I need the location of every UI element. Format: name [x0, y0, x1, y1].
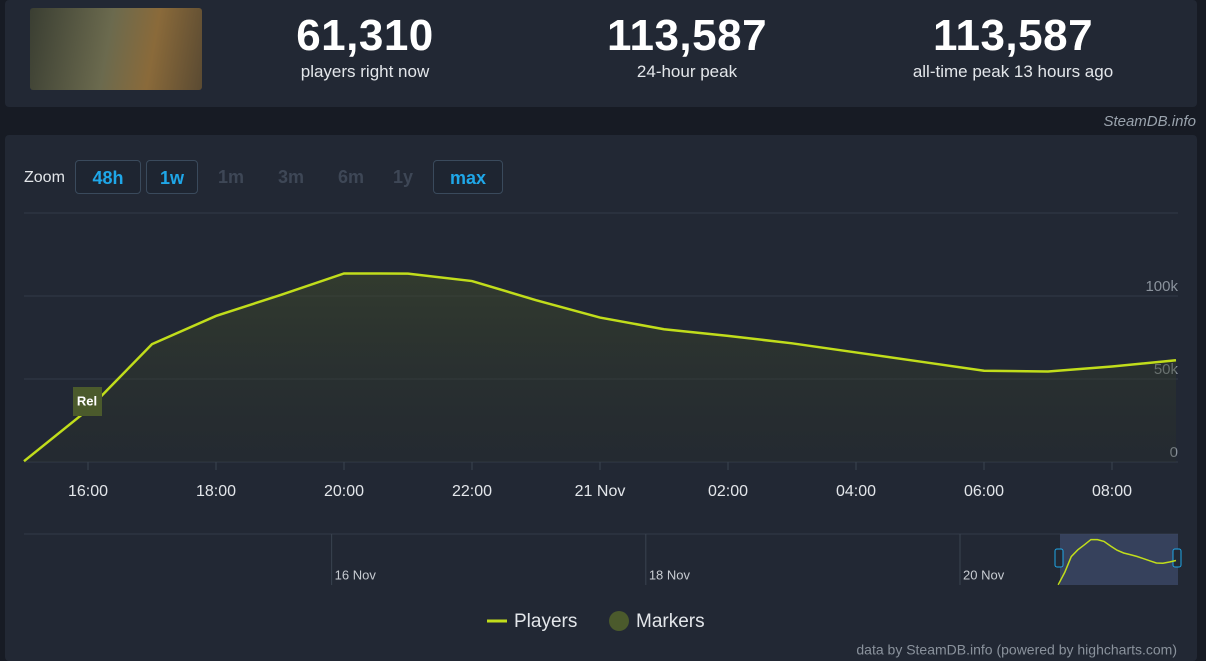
navigator-handle[interactable]	[1054, 548, 1064, 568]
navigator-tick-label: 18 Nov	[649, 567, 691, 582]
game-image	[30, 8, 202, 90]
x-tick-label: 22:00	[452, 483, 492, 500]
stat-label: players right now	[300, 62, 430, 81]
stats-card: 61,310 players right now 113,587 24-hour…	[5, 0, 1197, 107]
stat: 113,587 24-hour peak	[537, 10, 837, 82]
stat-value: 113,587	[932, 11, 1094, 60]
stat: 113,587 all-time peak 13 hours ago	[863, 10, 1163, 82]
zoom-button: 1m	[217, 167, 244, 187]
credits[interactable]: data by SteamDB.info (powered by highcha…	[856, 642, 1177, 658]
x-tick-label: 04:00	[836, 483, 876, 500]
zoom-button[interactable]: max	[433, 160, 503, 194]
x-tick-label: 08:00	[1092, 483, 1132, 500]
stat: 61,310 players right now	[215, 10, 515, 82]
zoom-button: 6m	[337, 167, 364, 187]
x-tick-label: 16:00	[68, 483, 108, 500]
area-fill	[24, 273, 1176, 462]
navigator-window[interactable]	[1060, 534, 1178, 585]
navigator-handle[interactable]	[1172, 548, 1182, 568]
zoom-button: 1y	[392, 167, 414, 187]
stat-value: 61,310	[296, 11, 434, 60]
legend-label[interactable]: Players	[514, 611, 577, 632]
zoom-button: 3m	[277, 167, 304, 187]
legend-label[interactable]: Markers	[636, 611, 705, 632]
legend-marker	[609, 611, 629, 631]
x-tick-label: 20:00	[324, 483, 364, 500]
x-tick-label: 18:00	[196, 483, 236, 500]
stat-value: 113,587	[606, 11, 768, 60]
navigator-tick-label: 16 Nov	[335, 567, 377, 582]
stat-label: 24-hour peak	[636, 62, 738, 81]
navigator-line	[1057, 538, 1177, 586]
zoom-label: Zoom	[24, 169, 65, 186]
event-marker-label: Rel	[77, 393, 97, 408]
x-tick-label: 21 Nov	[575, 483, 626, 500]
x-tick-label: 02:00	[708, 483, 748, 500]
stat-label: all-time peak 13 hours ago	[912, 62, 1114, 81]
navigator-tick-label: 20 Nov	[963, 567, 1005, 582]
zoom-button[interactable]: 48h	[75, 160, 141, 194]
zoom-button[interactable]: 1w	[146, 160, 198, 194]
x-tick-label: 06:00	[964, 483, 1004, 500]
event-marker	[73, 387, 102, 416]
source[interactable]: SteamDB.info	[1103, 113, 1196, 130]
navigator	[24, 534, 1178, 585]
y-tick-label: 100k	[1145, 278, 1178, 295]
series-line	[23, 272, 1177, 463]
